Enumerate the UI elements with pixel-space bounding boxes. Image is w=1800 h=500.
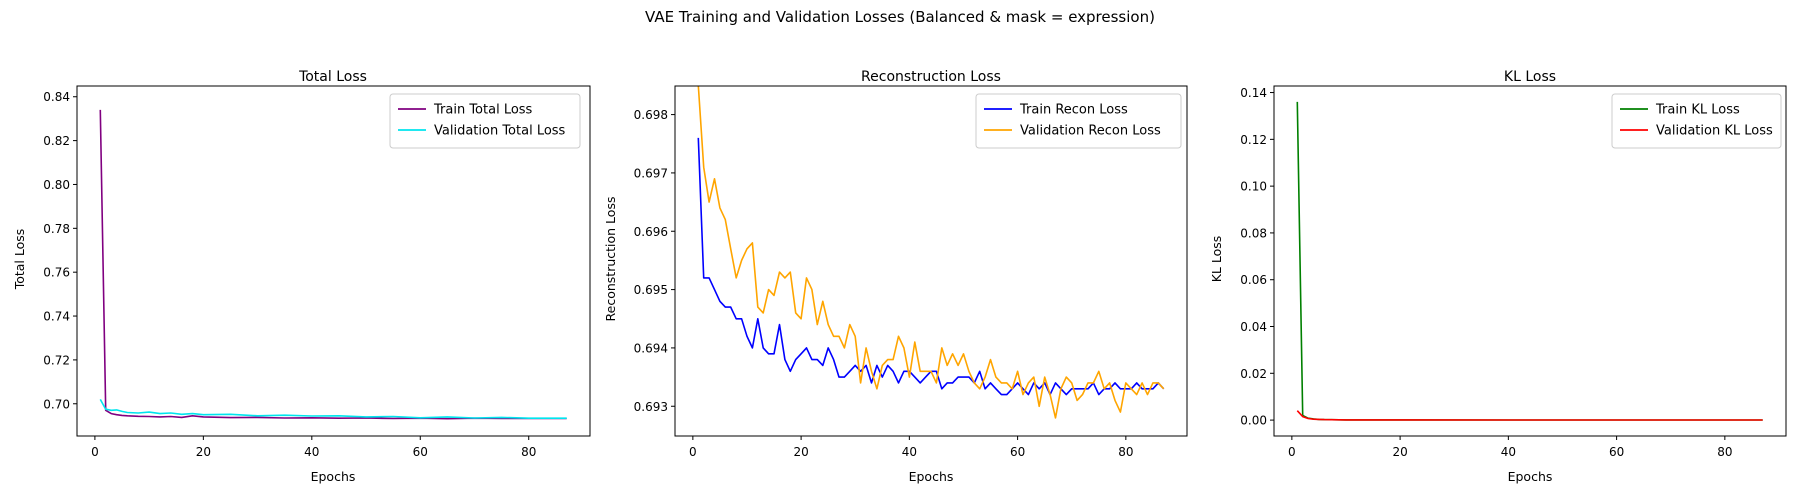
y-axis-label: Total Loss — [12, 229, 27, 291]
y-tick-label: 0.76 — [43, 266, 70, 280]
plot-layer: 0 20 40 60 80 0.70 0.72 0.74 0.76 0.78 0.80 0.82 0.8… — [43, 85, 591, 459]
y-tick-label: 0.693 — [634, 400, 668, 414]
y-tick-label: 0.80 — [43, 178, 70, 192]
legend-label: Validation Recon Loss — [1020, 124, 1161, 139]
y-tick-label: 0.14 — [1240, 86, 1267, 100]
x-tick-label: 20 — [196, 445, 211, 459]
x-tick-label: 60 — [413, 445, 428, 459]
x-tick-label: 80 — [1717, 445, 1732, 459]
legend: Train KL Loss Validation KL Loss — [1611, 93, 1782, 149]
legend-label: Validation Total Loss — [434, 124, 566, 139]
y-tick-label: 0.82 — [43, 134, 70, 148]
x-tick-label: 40 — [304, 445, 319, 459]
y-tick-label: 0.74 — [43, 310, 70, 324]
y-tick-label: 0.694 — [634, 341, 668, 355]
figure-suptitle: VAE Training and Validation Losses (Bala… — [645, 8, 1155, 26]
x-tick-label: 60 — [1609, 445, 1624, 459]
y-tick-label: 0.02 — [1240, 367, 1267, 381]
plot-layer: 0 20 40 60 80 0.693 0.694 0.695 0.696 0.697 0.698 T… — [634, 85, 1188, 459]
x-tick-label: 0 — [1288, 445, 1296, 459]
legend-label: Train Recon Loss — [1019, 103, 1128, 118]
legend-label: Train Total Loss — [433, 103, 533, 118]
legend: Train Recon Loss Validation Recon Loss — [975, 93, 1182, 149]
y-tick-label: 0.06 — [1240, 273, 1267, 287]
y-tick-label: 0.78 — [43, 222, 70, 236]
y-tick-label: 0.08 — [1240, 226, 1267, 240]
y-tick-label: 0.72 — [43, 353, 70, 367]
series-line-1 — [697, 86, 1165, 419]
series-lines — [1296, 101, 1763, 421]
x-axis-label: Epochs — [311, 469, 356, 484]
y-tick-label: 0.84 — [43, 90, 70, 104]
panel-reconstruction-loss: 0 20 40 60 80 0.693 0.694 0.695 0.696 0.697 0.698 T… — [603, 69, 1188, 484]
legend-box — [389, 93, 581, 149]
x-tick-label: 40 — [902, 445, 917, 459]
y-axis-label: KL Loss — [1209, 236, 1224, 283]
series-lines — [99, 109, 567, 420]
panel-title: Reconstruction Loss — [861, 69, 1001, 85]
panel-title: Total Loss — [298, 69, 367, 85]
x-axis-label: Epochs — [1508, 469, 1553, 484]
x-tick-label: 20 — [793, 445, 808, 459]
y-tick-label: 0.695 — [634, 283, 668, 297]
y-tick-label: 0.12 — [1240, 133, 1267, 147]
x-axis-label: Epochs — [909, 469, 954, 484]
y-axis-label: Reconstruction Loss — [603, 197, 618, 322]
panel-kl-loss: 0 20 40 60 80 0.00 0.02 0.04 0.06 0.08 0.10 0.12 0.1… — [1209, 69, 1787, 484]
legend-label: Validation KL Loss — [1656, 124, 1773, 139]
legend-box — [1611, 93, 1782, 149]
series-line-1 — [1296, 410, 1763, 421]
plot-layer: 0 20 40 60 80 0.00 0.02 0.04 0.06 0.08 0.10 0.12 0.1… — [1240, 85, 1787, 459]
legend: Train Total Loss Validation Total Loss — [389, 93, 581, 149]
x-tick-label: 20 — [1392, 445, 1407, 459]
y-tick-label: 0.697 — [634, 166, 668, 180]
y-tick-label: 0.698 — [634, 108, 668, 122]
axes-frame — [1273, 85, 1787, 437]
series-lines — [697, 86, 1165, 419]
y-tick-label: 0.10 — [1240, 180, 1267, 194]
x-tick-label: 80 — [1118, 445, 1133, 459]
y-tick-label: 0.696 — [634, 225, 668, 239]
x-tick-label: 40 — [1501, 445, 1516, 459]
axes-frame — [76, 85, 591, 437]
x-tick-label: 0 — [689, 445, 697, 459]
series-line-1 — [99, 399, 567, 420]
series-line-0 — [99, 109, 567, 420]
panel-title: KL Loss — [1504, 69, 1556, 85]
panel-total-loss: 0 20 40 60 80 0.70 0.72 0.74 0.76 0.78 0.80 0.82 0.8… — [12, 69, 591, 484]
axes-frame — [674, 85, 1188, 437]
series-line-0 — [1296, 101, 1763, 421]
x-tick-label: 0 — [91, 445, 99, 459]
series-line-0 — [697, 137, 1165, 396]
y-tick-label: 0.04 — [1240, 320, 1267, 334]
legend-box — [975, 93, 1182, 149]
y-tick-label: 0.00 — [1240, 414, 1267, 428]
y-tick-label: 0.70 — [43, 397, 70, 411]
x-tick-label: 80 — [521, 445, 536, 459]
legend-label: Train KL Loss — [1655, 103, 1740, 118]
x-tick-label: 60 — [1010, 445, 1025, 459]
